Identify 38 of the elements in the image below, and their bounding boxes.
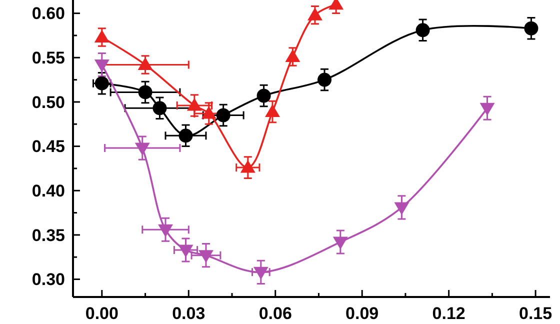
y-tick-label: 0.30 [32, 270, 65, 290]
point [152, 101, 167, 116]
x-tick-label: 0.06 [258, 304, 292, 323]
x-tick-label: 0.15 [519, 304, 552, 323]
point [480, 102, 495, 116]
point [158, 224, 174, 238]
y-tick-label: 0.35 [32, 226, 65, 245]
point [178, 244, 194, 258]
x-tick-label: 0.00 [85, 304, 118, 323]
point [198, 250, 214, 263]
point [216, 108, 230, 122]
point [94, 59, 110, 72]
y-tick-label: 0.45 [32, 137, 65, 156]
point [253, 266, 268, 280]
point [186, 98, 202, 111]
point [138, 85, 152, 100]
x-tick-label: 0.03 [172, 304, 206, 323]
point [285, 49, 300, 62]
x-tick-label: 0.12 [432, 304, 466, 323]
point [256, 88, 271, 103]
point [416, 23, 430, 38]
y-tick-label: 0.50 [32, 92, 65, 112]
point [524, 21, 538, 36]
point [318, 72, 332, 87]
y-tick-label: 0.40 [32, 182, 65, 201]
x-tick-label: 0.09 [346, 304, 379, 323]
y-tick-label: 0.55 [32, 48, 65, 68]
point [138, 57, 153, 70]
point [264, 104, 280, 117]
point [201, 106, 216, 119]
point [94, 76, 109, 90]
point [134, 142, 150, 156]
y-tick-label: 0.60 [32, 4, 65, 24]
point [307, 8, 322, 20]
point [394, 202, 410, 215]
point [178, 128, 193, 143]
point [94, 30, 110, 42]
point [332, 236, 348, 250]
